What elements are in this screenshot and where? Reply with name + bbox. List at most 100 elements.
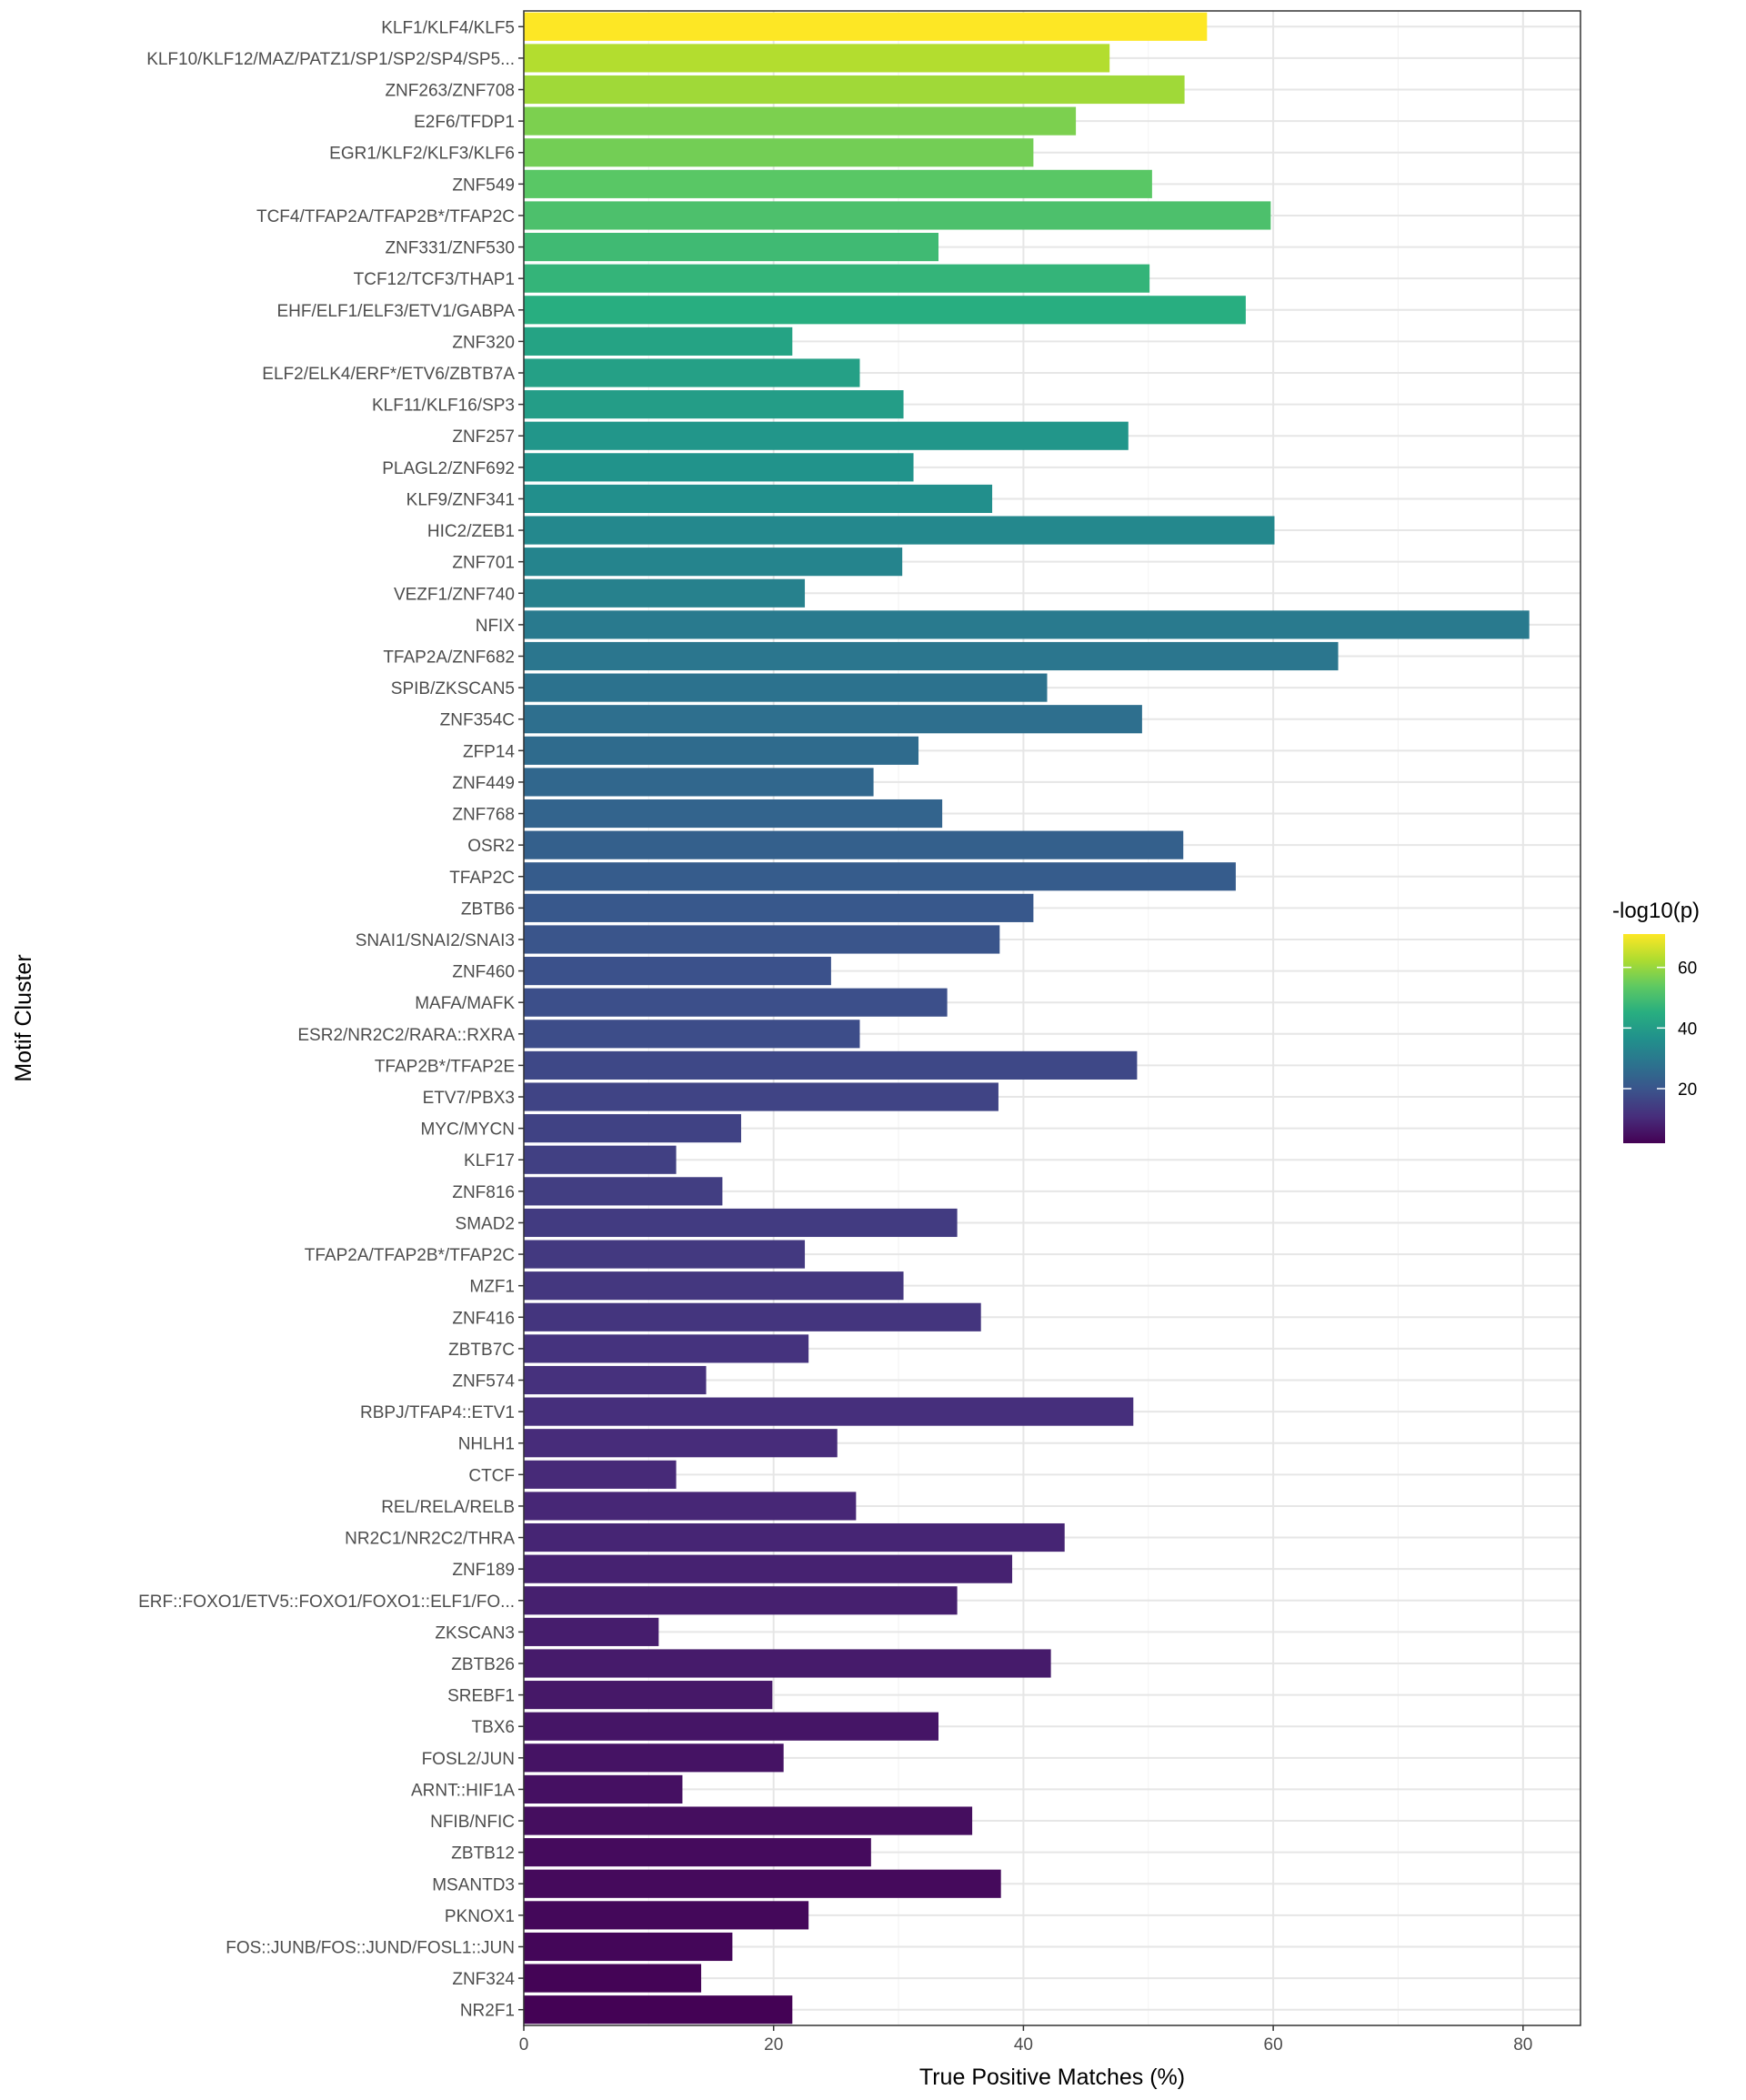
bar: [524, 925, 1000, 954]
legend-tick-label: 60: [1678, 960, 1697, 979]
y-tick-label: NFIB/NFIC: [430, 1813, 515, 1832]
y-tick-label: ESR2/NR2C2/RARA::RXRA: [297, 1026, 515, 1045]
y-tick-label: RBPJ/TFAP4::ETV1: [360, 1403, 515, 1422]
y-tick-label: ZKSCAN3: [435, 1623, 515, 1643]
bar: [524, 75, 1185, 105]
y-tick-label: MAFA/MAFK: [415, 994, 515, 1013]
y-axis-title: Motif Cluster: [11, 954, 36, 1081]
y-tick-label: MZF1: [469, 1278, 515, 1297]
y-tick-label: KLF17: [464, 1151, 515, 1171]
legend-tick-label: 20: [1678, 1080, 1697, 1100]
y-tick-label: ZNF354C: [440, 711, 515, 730]
y-tick-label: TFAP2B*/TFAP2E: [375, 1057, 515, 1076]
y-tick-label: PLAGL2/ZNF692: [382, 459, 515, 478]
bar: [524, 1995, 793, 2025]
y-tick-label: ARNT::HIF1A: [411, 1781, 515, 1800]
y-axis: KLF1/KLF4/KLF5 KLF10/KLF12/MAZ/PATZ1/SP1/…: [138, 18, 524, 2021]
y-tick-label: NFIX: [476, 617, 516, 636]
y-tick-label: SPIB/ZKSCAN5: [391, 679, 515, 698]
y-tick-label: ZNF574: [452, 1372, 515, 1392]
bar: [524, 1554, 1013, 1583]
y-tick-label: TFAP2C: [449, 869, 515, 888]
bar: [524, 232, 939, 262]
bar: [524, 169, 1152, 198]
bar: [524, 1365, 707, 1395]
bar: [524, 1208, 958, 1238]
y-tick-label: TFAP2A/ZNF682: [383, 648, 515, 667]
x-axis-title: True Positive Matches (%): [919, 2065, 1185, 2090]
bar: [524, 1932, 733, 1962]
x-tick-label: 0: [519, 2035, 529, 2055]
bar: [524, 1649, 1051, 1678]
bar: [524, 1050, 1138, 1080]
bar: [524, 12, 1208, 41]
panel-border: [523, 10, 1581, 2026]
bar: [524, 1429, 838, 1458]
bar: [524, 893, 1034, 922]
bar: [524, 484, 993, 514]
bar: [524, 453, 914, 482]
y-tick-label: MYC/MYCN: [421, 1120, 515, 1140]
y-tick-label: ZBTB6: [461, 899, 515, 919]
x-tick-label: 60: [1264, 2035, 1283, 2055]
y-tick-label: ZNF189: [452, 1561, 515, 1580]
legend: -log10(p) 20 40 60: [1612, 899, 1700, 1143]
y-tick-label: SMAD2: [456, 1214, 515, 1233]
bar: [524, 516, 1275, 545]
y-tick-label: E2F6/TFDP1: [414, 113, 515, 132]
y-tick-label: KLF9/ZNF341: [406, 490, 515, 509]
x-tick-label: 80: [1513, 2035, 1532, 2055]
y-tick-label: NHLH1: [458, 1435, 515, 1454]
y-tick-label: ZNF331/ZNF530: [385, 239, 515, 258]
bar: [524, 138, 1034, 167]
bar: [524, 673, 1048, 702]
bar: [524, 957, 831, 986]
bar: [524, 201, 1271, 230]
bar: [524, 1964, 702, 1993]
bar: [524, 1838, 871, 1867]
y-tick-label: TCF4/TFAP2A/TFAP2B*/TFAP2C: [256, 207, 515, 226]
y-tick-label: PKNOX1: [445, 1907, 515, 1926]
bar: [524, 1302, 981, 1331]
y-tick-label: OSR2: [467, 837, 515, 856]
bar: [524, 44, 1110, 73]
colorbar: [1623, 934, 1665, 1143]
y-tick-label: HIC2/ZEB1: [427, 522, 515, 541]
y-tick-label: ZFP14: [463, 742, 515, 761]
bars: [524, 12, 1530, 2025]
y-tick-label: KLF1/KLF4/KLF5: [381, 18, 515, 37]
bar: [524, 548, 903, 577]
legend-tick-label: 40: [1678, 1020, 1697, 1039]
y-tick-label: ZBTB26: [451, 1655, 515, 1674]
y-tick-label: ERF::FOXO1/ETV5::FOXO1/FOXO1::ELF1/FO...: [138, 1593, 515, 1612]
bar: [524, 358, 860, 387]
y-tick-label: VEZF1/ZNF740: [394, 585, 515, 604]
y-tick-label: ZNF320: [452, 333, 515, 352]
y-tick-label: ETV7/PBX3: [423, 1089, 515, 1108]
bar: [524, 327, 793, 356]
bar: [524, 736, 919, 765]
bar: [524, 421, 1129, 450]
y-tick-label: REL/RELA/RELB: [381, 1498, 515, 1517]
x-tick-label: 20: [764, 2035, 783, 2055]
y-tick-label: ZNF701: [452, 554, 515, 573]
y-tick-label: ZNF768: [452, 806, 515, 825]
bar: [524, 862, 1236, 891]
bar: [524, 1869, 1001, 1898]
y-tick-label: KLF10/KLF12/MAZ/PATZ1/SP1/SP2/SP4/SP5...: [146, 50, 515, 69]
bar: [524, 296, 1246, 325]
bar: [524, 1020, 860, 1049]
y-tick-label: NR2C1/NR2C2/THRA: [345, 1530, 515, 1549]
bar: [524, 1774, 683, 1804]
y-tick-label: ZNF816: [452, 1183, 515, 1202]
bar: [524, 1460, 677, 1489]
bar: [524, 106, 1077, 136]
y-tick-label: CTCF: [468, 1466, 515, 1485]
bar: [524, 1177, 723, 1206]
y-tick-label: ZBTB12: [451, 1844, 515, 1864]
bar: [524, 1334, 809, 1363]
bar: [524, 1492, 857, 1521]
bar: [524, 830, 1184, 859]
y-tick-label: NR2F1: [460, 2002, 515, 2021]
